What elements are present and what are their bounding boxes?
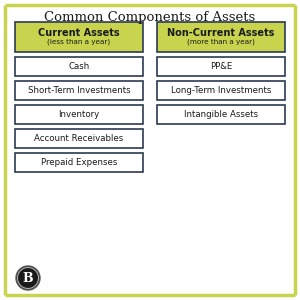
FancyBboxPatch shape: [15, 129, 143, 148]
Text: Common Components of Assets: Common Components of Assets: [44, 11, 256, 23]
FancyBboxPatch shape: [157, 81, 285, 100]
FancyBboxPatch shape: [15, 153, 143, 172]
Text: Long-Term Investments: Long-Term Investments: [171, 86, 271, 95]
Text: (more than a year): (more than a year): [187, 39, 255, 45]
Text: Current Assets: Current Assets: [38, 28, 120, 38]
Circle shape: [16, 266, 40, 290]
FancyBboxPatch shape: [15, 81, 143, 100]
Text: Prepaid Expenses: Prepaid Expenses: [41, 158, 117, 167]
FancyBboxPatch shape: [15, 105, 143, 124]
Text: (less than a year): (less than a year): [47, 39, 111, 45]
Text: Cash: Cash: [68, 62, 90, 71]
Text: Non-Current Assets: Non-Current Assets: [167, 28, 275, 38]
Text: Short-Term Investments: Short-Term Investments: [28, 86, 130, 95]
FancyBboxPatch shape: [157, 105, 285, 124]
FancyBboxPatch shape: [157, 57, 285, 76]
FancyBboxPatch shape: [15, 57, 143, 76]
Text: B: B: [23, 272, 33, 284]
Text: PP&E: PP&E: [210, 62, 232, 71]
FancyBboxPatch shape: [15, 22, 143, 52]
Text: Inventory: Inventory: [58, 110, 100, 119]
FancyBboxPatch shape: [157, 22, 285, 52]
Text: Account Receivables: Account Receivables: [34, 134, 124, 143]
Text: Intangible Assets: Intangible Assets: [184, 110, 258, 119]
